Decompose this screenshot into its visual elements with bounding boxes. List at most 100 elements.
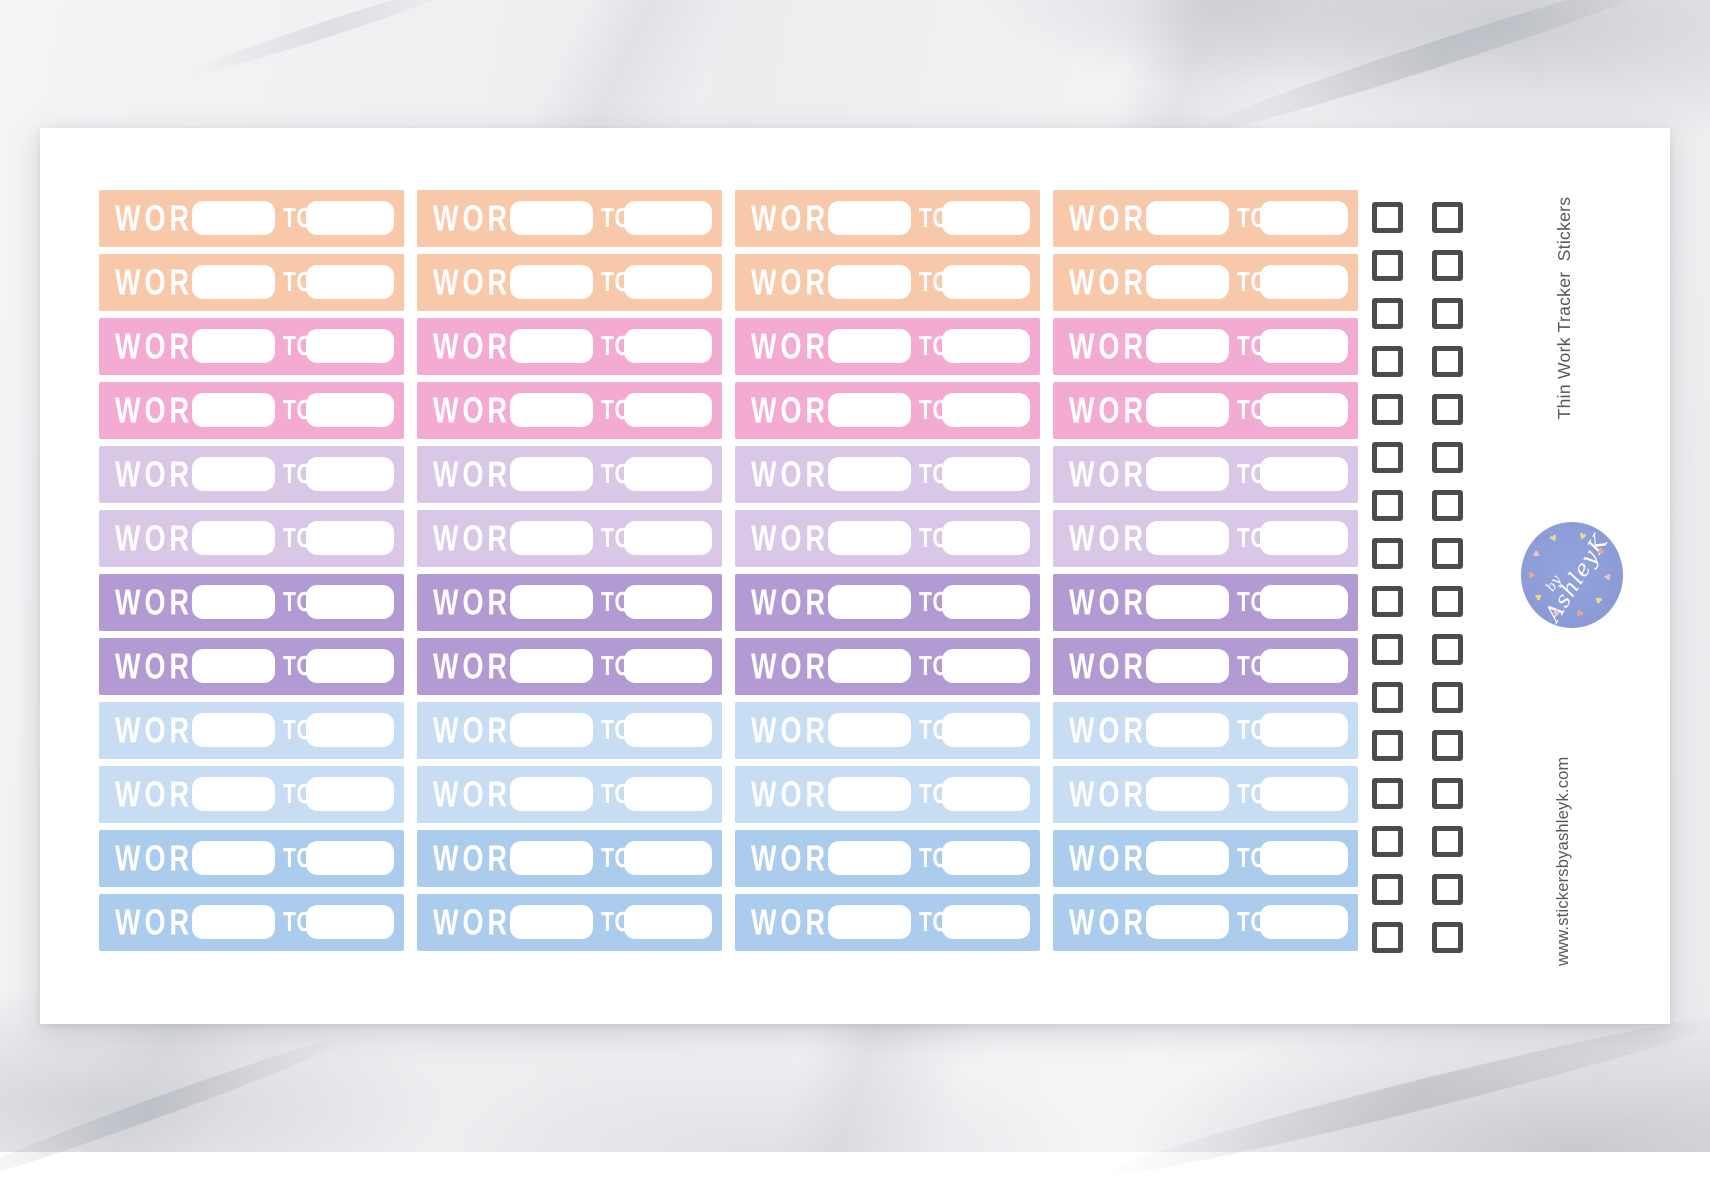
work-tracker-sticker: WORK TO (99, 446, 404, 503)
sticker-fill-box-end (306, 841, 394, 875)
sticker-fill-box-start (828, 201, 911, 235)
work-tracker-sticker: WORK TO (735, 702, 1040, 759)
work-tracker-sticker: WORK TO (417, 190, 722, 247)
checkbox-sticker (1372, 490, 1403, 521)
checkbox-sticker (1372, 826, 1403, 857)
sticker-fill-box-start (828, 393, 911, 427)
sticker-grid: WORK TO WORK TO WORK TO WORK TO WORK TO WORK TO WORK… (99, 190, 1379, 960)
sticker-fill-box-end (306, 393, 394, 427)
checkbox-sticker (1372, 682, 1403, 713)
sticker-fill-box-end (942, 713, 1030, 747)
work-tracker-sticker: WORK TO (1053, 318, 1358, 375)
sticker-fill-box-end (624, 201, 712, 235)
sticker-fill-box-start (828, 585, 911, 619)
work-tracker-sticker: WORK TO (735, 574, 1040, 631)
work-tracker-sticker: WORK TO (99, 510, 404, 567)
checkbox-sticker (1432, 682, 1463, 713)
sticker-fill-box-start (828, 329, 911, 363)
sticker-fill-box-end (942, 841, 1030, 875)
sticker-fill-box-end (1260, 329, 1348, 363)
work-tracker-sticker: WORK TO (99, 766, 404, 823)
work-tracker-sticker: WORK TO (417, 446, 722, 503)
work-tracker-sticker: WORK TO (99, 382, 404, 439)
sticker-fill-box-start (1146, 713, 1229, 747)
work-tracker-sticker: WORK TO (1053, 510, 1358, 567)
work-tracker-sticker: WORK TO (417, 318, 722, 375)
sticker-fill-box-start (192, 329, 275, 363)
work-tracker-sticker: WORK TO (735, 510, 1040, 567)
marble-vein (0, 1028, 351, 1191)
sticker-fill-box-start (1146, 585, 1229, 619)
sticker-fill-box-start (1146, 905, 1229, 939)
checkbox-sticker (1372, 778, 1403, 809)
work-tracker-sticker: WORK TO (99, 638, 404, 695)
sticker-fill-box-start (510, 521, 593, 555)
sticker-fill-box-start (828, 265, 911, 299)
work-tracker-sticker: WORK TO (417, 638, 722, 695)
work-tracker-sticker: WORK TO (417, 382, 722, 439)
work-tracker-sticker: WORK TO (735, 446, 1040, 503)
sticker-fill-box-end (624, 841, 712, 875)
checkbox-sticker (1432, 442, 1463, 473)
checkbox-sticker (1432, 826, 1463, 857)
work-tracker-sticker: WORK TO (99, 830, 404, 887)
sheet-title-vertical: Thin Work Tracker Stickers (1554, 196, 1574, 420)
work-tracker-sticker: WORK TO (417, 510, 722, 567)
sticker-fill-box-end (306, 713, 394, 747)
sticker-fill-box-start (1146, 521, 1229, 555)
sticker-fill-box-end (942, 457, 1030, 491)
sticker-fill-box-end (624, 457, 712, 491)
sticker-fill-box-start (1146, 841, 1229, 875)
sticker-fill-box-start (510, 841, 593, 875)
marble-vein (1105, 1003, 1710, 1187)
work-tracker-sticker: WORK TO (735, 318, 1040, 375)
sticker-fill-box-start (1146, 457, 1229, 491)
checkbox-grid (1372, 202, 1467, 957)
work-tracker-sticker: WORK TO (1053, 254, 1358, 311)
checkbox-sticker (1372, 874, 1403, 905)
work-tracker-sticker: WORK TO (417, 830, 722, 887)
checkbox-sticker (1432, 538, 1463, 569)
website-url-vertical: www.stickersbyashleyk.com (1554, 756, 1572, 966)
sticker-fill-box-end (306, 585, 394, 619)
sticker-fill-box-start (510, 905, 593, 939)
work-tracker-sticker: WORK TO (735, 190, 1040, 247)
sticker-fill-box-end (306, 457, 394, 491)
work-tracker-sticker: WORK TO (1053, 766, 1358, 823)
sticker-fill-box-start (828, 905, 911, 939)
work-tracker-sticker: WORK TO (1053, 830, 1358, 887)
sticker-fill-box-start (192, 265, 275, 299)
sticker-fill-box-end (624, 649, 712, 683)
work-tracker-sticker: WORK TO (1053, 382, 1358, 439)
sticker-fill-box-end (1260, 393, 1348, 427)
checkbox-sticker (1372, 442, 1403, 473)
checkbox-sticker (1432, 490, 1463, 521)
work-tracker-sticker: WORK TO (417, 574, 722, 631)
sticker-fill-box-end (1260, 201, 1348, 235)
work-tracker-sticker: WORK TO (735, 766, 1040, 823)
sticker-fill-box-end (942, 521, 1030, 555)
heart-icon: ♥ (1547, 529, 1560, 546)
sticker-fill-box-start (510, 713, 593, 747)
sticker-fill-box-start (510, 265, 593, 299)
work-tracker-sticker: WORK TO (417, 766, 722, 823)
sticker-fill-box-start (828, 649, 911, 683)
sticker-fill-box-start (828, 841, 911, 875)
sticker-fill-box-start (192, 201, 275, 235)
work-tracker-sticker: WORK TO (99, 574, 404, 631)
sticker-fill-box-end (942, 329, 1030, 363)
work-tracker-sticker: WORK TO (99, 254, 404, 311)
checkbox-sticker (1432, 634, 1463, 665)
sticker-fill-box-end (306, 201, 394, 235)
heart-icon: ♥ (1600, 573, 1615, 582)
sticker-fill-box-start (1146, 201, 1229, 235)
checkbox-sticker (1432, 922, 1463, 953)
sticker-fill-box-start (1146, 777, 1229, 811)
sticker-fill-box-end (306, 649, 394, 683)
sticker-fill-box-start (192, 713, 275, 747)
sticker-fill-box-end (624, 585, 712, 619)
sticker-fill-box-end (624, 777, 712, 811)
sticker-fill-box-end (1260, 649, 1348, 683)
sticker-fill-box-end (942, 265, 1030, 299)
sticker-fill-box-end (1260, 265, 1348, 299)
